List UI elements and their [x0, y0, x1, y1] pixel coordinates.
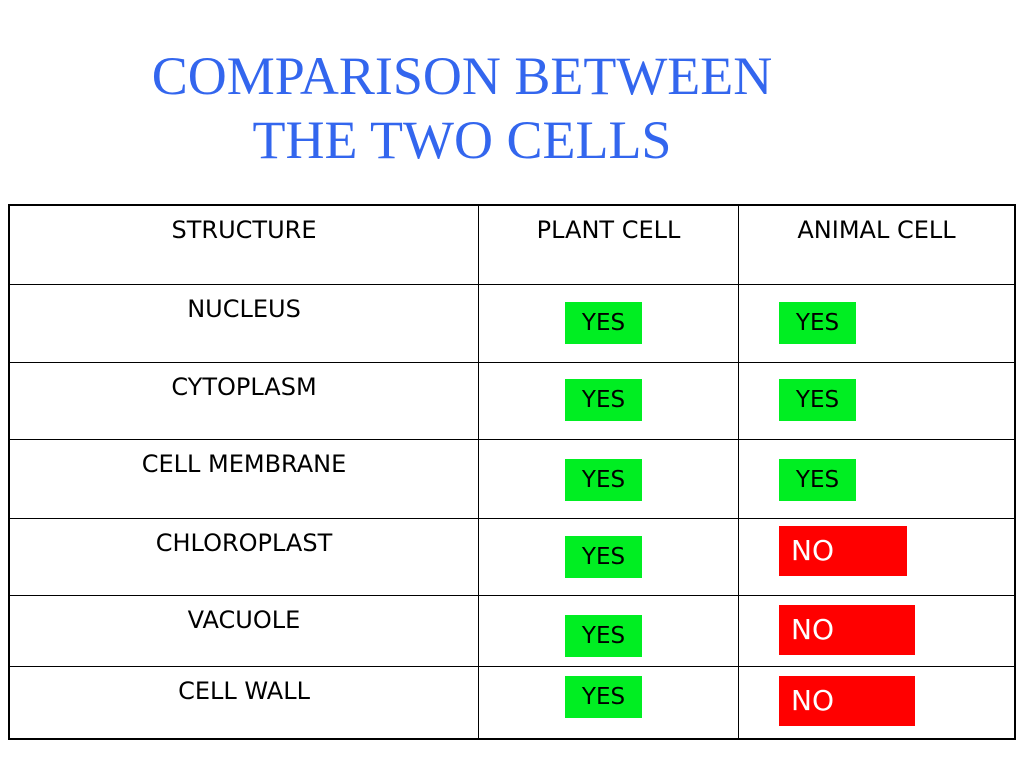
- animal-no-badge: NO: [779, 605, 915, 655]
- header-structure: STRUCTURE: [171, 216, 317, 244]
- animal-cell: NO: [738, 596, 1014, 666]
- header-cell-structure: STRUCTURE: [10, 206, 478, 284]
- structure-label: CYTOPLASM: [171, 373, 317, 401]
- animal-yes-badge: YES: [779, 379, 856, 421]
- structure-cell: CELL MEMBRANE: [10, 440, 478, 518]
- plant-cell: YES: [478, 519, 738, 595]
- animal-cell: NO: [738, 519, 1014, 595]
- table-row: CYTOPLASM YES YES: [10, 362, 1014, 439]
- animal-no-badge: NO: [779, 526, 907, 576]
- table-header-row: STRUCTURE PLANT CELL ANIMAL CELL: [10, 206, 1014, 284]
- animal-cell: YES: [738, 440, 1014, 518]
- plant-cell: YES: [478, 285, 738, 362]
- header-plant-cell: PLANT CELL: [536, 216, 681, 244]
- structure-label: NUCLEUS: [187, 295, 301, 323]
- plant-yes-badge: YES: [565, 379, 642, 421]
- animal-no-badge: NO: [779, 676, 915, 726]
- structure-cell: CHLOROPLAST: [10, 519, 478, 595]
- plant-yes-badge: YES: [565, 536, 642, 578]
- plant-cell: YES: [478, 363, 738, 439]
- header-animal-cell: ANIMAL CELL: [797, 216, 956, 244]
- plant-cell: YES: [478, 596, 738, 666]
- structure-cell: CELL WALL: [10, 667, 478, 738]
- table-row: CHLOROPLAST YES NO: [10, 518, 1014, 595]
- animal-yes-badge: YES: [779, 302, 856, 344]
- table-row: VACUOLE YES NO: [10, 595, 1014, 666]
- structure-cell: CYTOPLASM: [10, 363, 478, 439]
- plant-yes-badge: YES: [565, 459, 642, 501]
- plant-cell: YES: [478, 667, 738, 738]
- title-line-2: THE TWO CELLS: [252, 110, 672, 170]
- animal-cell: NO: [738, 667, 1014, 738]
- plant-cell: YES: [478, 440, 738, 518]
- structure-cell: NUCLEUS: [10, 285, 478, 362]
- table-row: NUCLEUS YES YES: [10, 284, 1014, 362]
- comparison-table: STRUCTURE PLANT CELL ANIMAL CELL NUCLEUS…: [8, 204, 1016, 740]
- animal-yes-badge: YES: [779, 459, 856, 501]
- structure-label: CELL WALL: [178, 677, 310, 705]
- title-line-1: COMPARISON BETWEEN: [151, 46, 773, 106]
- plant-yes-badge: YES: [565, 676, 642, 718]
- slide-title: COMPARISON BETWEEN THE TWO CELLS: [0, 44, 924, 172]
- plant-yes-badge: YES: [565, 302, 642, 344]
- table-row: CELL MEMBRANE YES YES: [10, 439, 1014, 518]
- header-cell-animal: ANIMAL CELL: [738, 206, 1014, 284]
- structure-label: VACUOLE: [187, 606, 301, 634]
- animal-cell: YES: [738, 363, 1014, 439]
- animal-cell: YES: [738, 285, 1014, 362]
- header-cell-plant: PLANT CELL: [478, 206, 738, 284]
- table-row: CELL WALL YES NO: [10, 666, 1014, 738]
- structure-label: CELL MEMBRANE: [141, 450, 347, 478]
- structure-label: CHLOROPLAST: [155, 529, 333, 557]
- plant-yes-badge: YES: [565, 615, 642, 657]
- structure-cell: VACUOLE: [10, 596, 478, 666]
